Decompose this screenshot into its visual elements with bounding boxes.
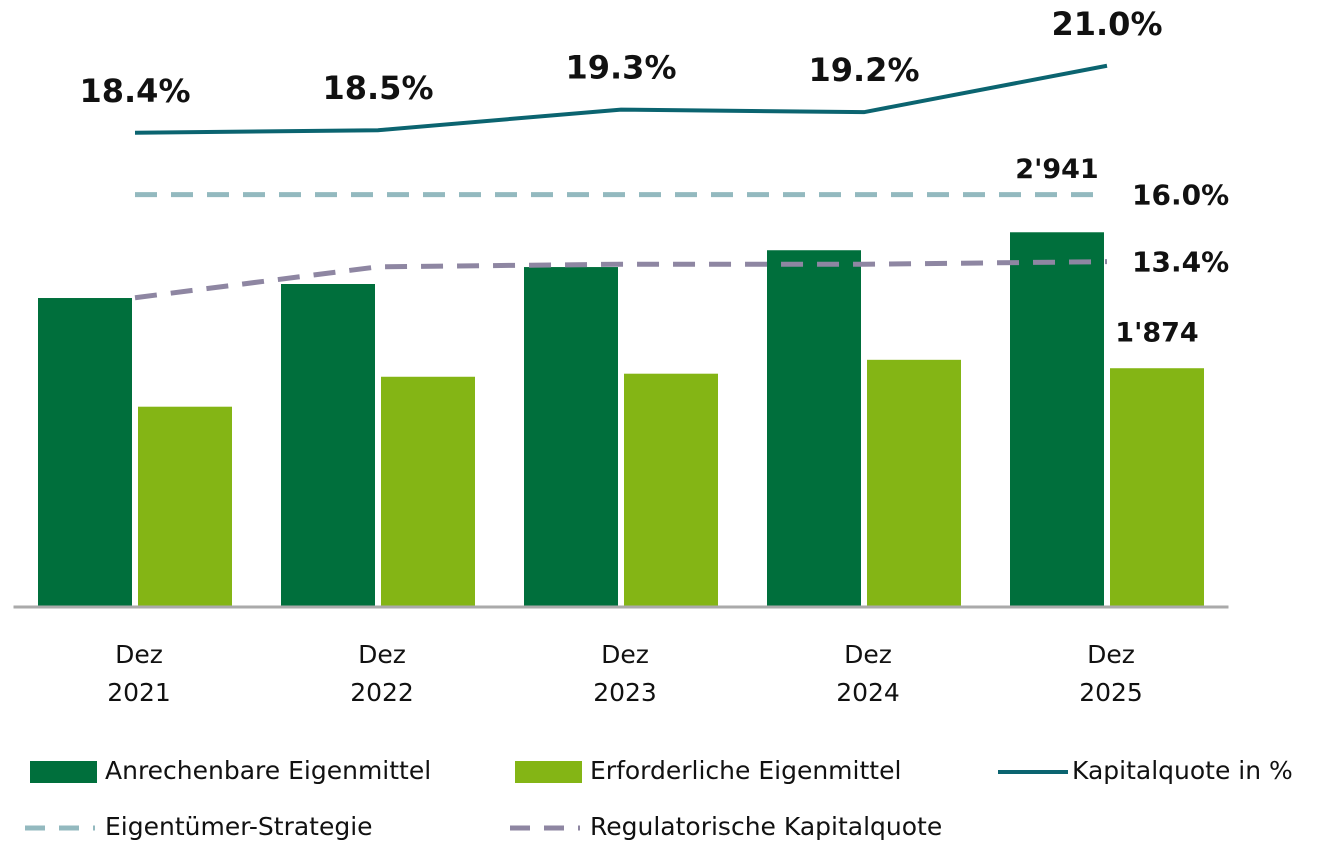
data-label: 1'874 <box>1115 318 1198 349</box>
x-tick-label: Dez 2022 <box>350 640 414 707</box>
legend-swatch <box>30 761 97 783</box>
line <box>134 259 1108 301</box>
bar <box>624 373 718 607</box>
data-label: 2'941 <box>1015 154 1098 185</box>
x-tick-label: Dez 2023 <box>593 640 657 707</box>
legend-label: Erforderliche Eigenmittel <box>590 756 901 785</box>
data-label: 19.2% <box>808 51 919 89</box>
bar <box>867 359 961 607</box>
data-label: 18.5% <box>322 69 433 107</box>
x-tick-label: Dez 2021 <box>107 640 171 707</box>
data-label: 18.4% <box>79 72 190 110</box>
x-tick-label: Dez 2024 <box>836 640 900 707</box>
legend-label: Regulatorische Kapitalquote <box>590 812 942 841</box>
bar <box>38 298 132 607</box>
line <box>134 63 1108 135</box>
bar <box>381 376 475 607</box>
data-label: 16.0% <box>1132 179 1229 212</box>
x-tick-label: Dez 2025 <box>1079 640 1143 707</box>
bar <box>524 267 618 607</box>
data-label: 21.0% <box>1051 5 1162 43</box>
bar <box>281 284 375 607</box>
legend-label: Anrechenbare Eigenmittel <box>105 756 431 785</box>
data-label: 19.3% <box>565 49 676 87</box>
data-label: 13.4% <box>1132 246 1229 279</box>
legend-swatch <box>515 761 582 783</box>
bar <box>1110 368 1204 607</box>
bar <box>767 250 861 607</box>
legend-label: Eigentümer-Strategie <box>105 812 373 841</box>
bar <box>138 406 232 607</box>
legend-label: Kapitalquote in % <box>1072 756 1293 785</box>
bar <box>1010 232 1104 608</box>
